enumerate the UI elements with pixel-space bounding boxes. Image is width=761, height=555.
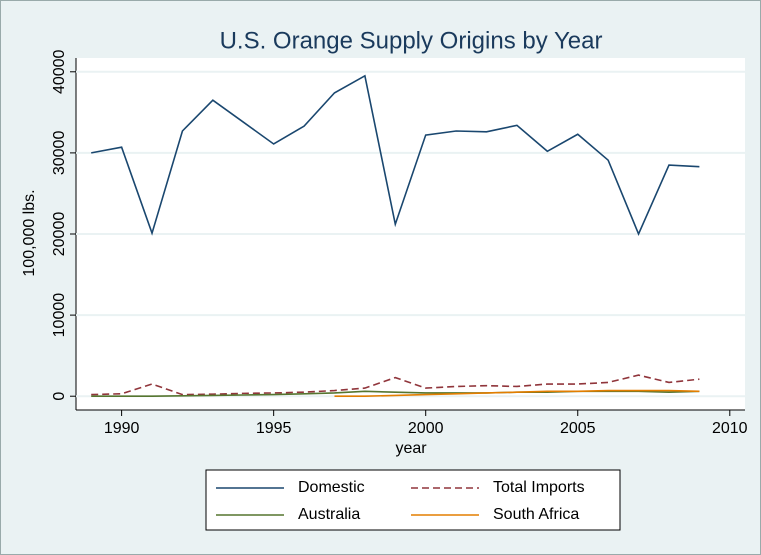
x-tick-label: 2010 — [712, 420, 748, 437]
y-tick-label: 30000 — [51, 131, 68, 176]
legend-label: Domestic — [298, 479, 365, 496]
y-tick-label: 10000 — [51, 293, 68, 338]
legend-label: Australia — [298, 506, 360, 523]
chart-title: U.S. Orange Supply Origins by Year — [220, 27, 603, 54]
series-line — [334, 389, 700, 398]
y-tick-label: 40000 — [51, 49, 68, 94]
y-tick-label: 0 — [51, 392, 68, 401]
legend-label: Total Imports — [493, 479, 585, 496]
y-tick-label: 20000 — [51, 212, 68, 257]
series-line — [91, 74, 700, 237]
x-tick-label: 1990 — [104, 420, 140, 437]
x-tick-label: 2005 — [560, 420, 596, 437]
series-line — [91, 374, 700, 396]
y-axis-title: 100,000 lbs. — [21, 189, 38, 276]
legend — [205, 469, 621, 531]
legend-label: South Africa — [493, 506, 579, 523]
x-tick-label: 2000 — [408, 420, 444, 437]
x-tick-label: 1995 — [256, 420, 292, 437]
x-axis-title: year — [395, 440, 427, 457]
